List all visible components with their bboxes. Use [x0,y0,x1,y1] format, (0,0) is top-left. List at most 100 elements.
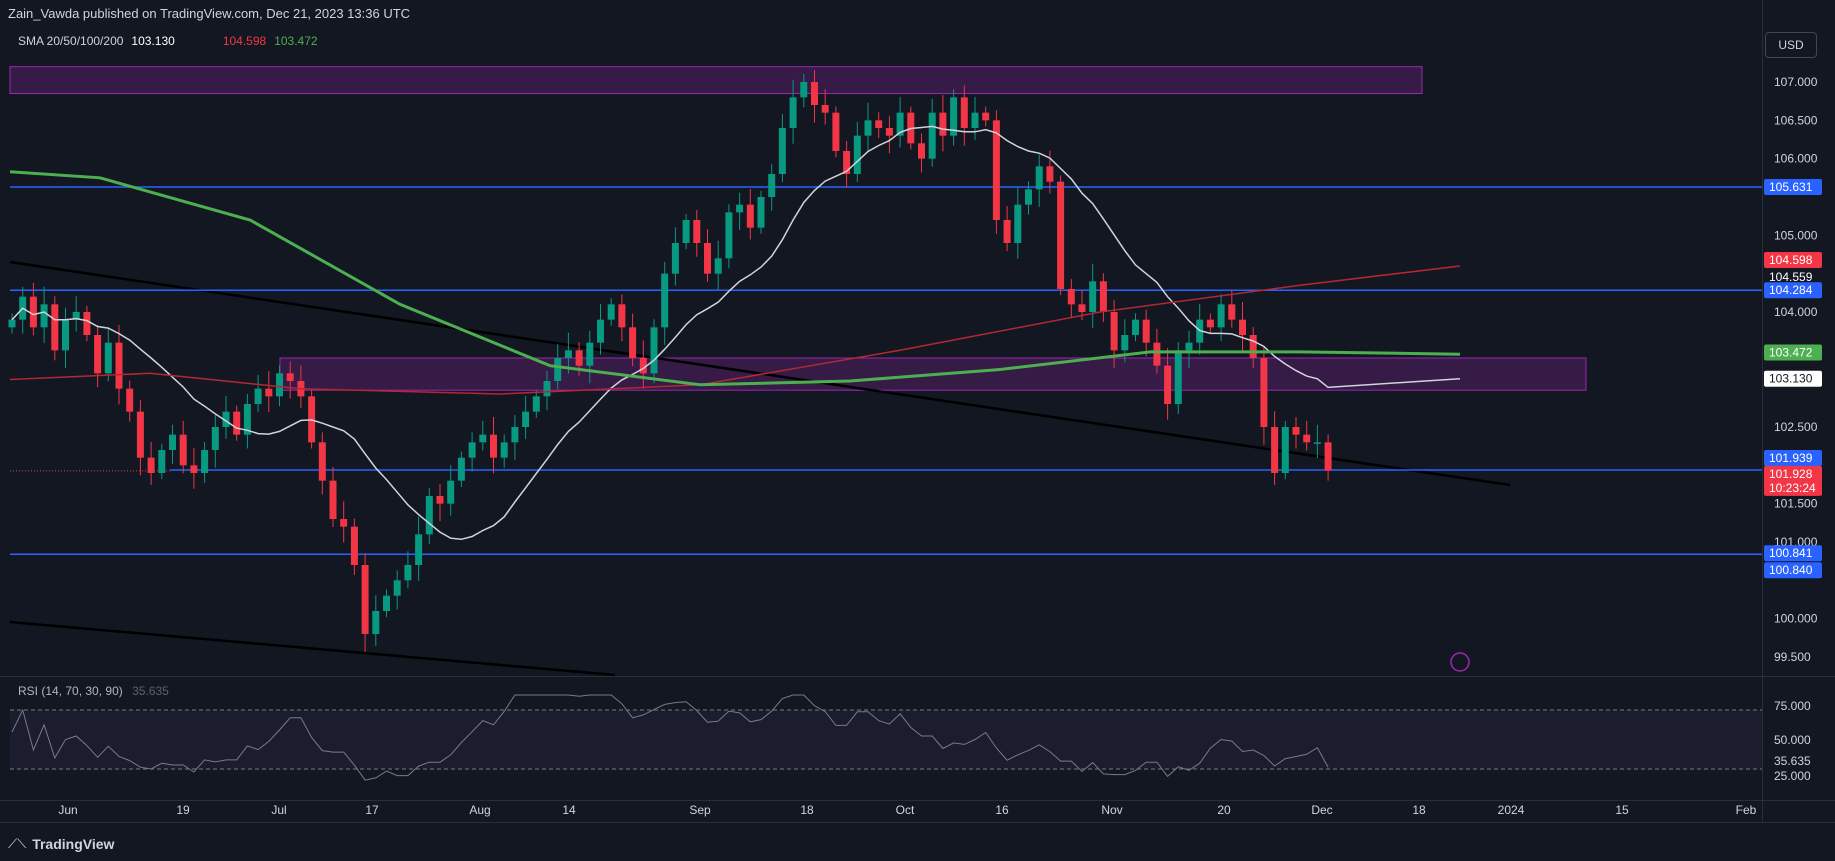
candle-body [853,135,861,174]
candle-body [778,128,786,174]
candle-body [875,120,883,128]
candle-body [982,112,990,121]
time-axis-tick: 18 [1412,803,1426,817]
candle-body [243,404,251,435]
candle-body [1078,304,1086,312]
candle-body [971,112,979,128]
candle-body [329,480,337,519]
price-label-badge [1764,450,1822,467]
candle-body [350,526,358,565]
candle-body [821,105,829,113]
candle-body [1153,342,1161,366]
price-label-text: 100.841 [1769,546,1813,560]
rsi-axis-tick: 35.635 [1774,754,1811,768]
tradingview-footer[interactable]: ⟋⟍ TradingView [8,836,114,852]
candle-body [233,411,241,435]
price-label-badge [1764,269,1822,285]
sma20-line [11,125,1461,541]
candle-body [479,434,487,443]
candle-body [94,335,102,374]
candle-body [928,112,936,159]
candle-body [1132,319,1139,335]
candle-body [1057,181,1065,289]
candle-body [885,128,893,136]
price-label-text: 10:23:24 [1769,481,1816,495]
price-label-badge [1764,465,1822,482]
candle-body [29,296,37,328]
candle-body [918,143,925,159]
candle-body [629,327,637,358]
candle-body [500,442,508,458]
candle-body [361,565,369,634]
candle-body [276,373,283,397]
candle-body [404,565,412,581]
currency-button[interactable]: USD [1765,32,1817,58]
candle-body [843,151,851,174]
candle-body [393,580,401,596]
time-axis-tick: Nov [1101,803,1122,817]
time-axis-tick: Jul [271,803,286,817]
price-axis-tick: 104.000 [1774,305,1818,319]
candle-body [543,381,551,397]
candle-body [1164,365,1172,404]
publisher-header: Zain_Vawda published on TradingView.com,… [8,6,411,21]
candle-body [992,120,1000,220]
candle-body [1185,342,1193,351]
price-axis-tick: 106.500 [1774,113,1818,127]
price-axis-tick: 100.000 [1774,612,1818,626]
price-axis-border [1762,0,1763,822]
candle-body [1003,220,1011,243]
candle-body [1281,427,1289,473]
price-axis-tick: 102.500 [1774,420,1818,434]
candle-body [661,273,669,328]
time-axis-tick: 16 [995,803,1009,817]
candle-body [1313,442,1321,444]
price-label-badge [1764,178,1822,195]
candle-body [511,427,519,443]
candle-body [1292,427,1300,435]
candle-body [126,388,134,412]
candle-body [147,457,155,473]
candle-body [575,350,583,366]
candle-body [1303,434,1311,443]
time-axis-tick: Jun [58,803,77,817]
candle-body [340,519,348,527]
candle-body [190,465,198,473]
price-label-badge [1764,370,1822,387]
price-axis-tick: 101.500 [1774,497,1818,511]
candle-body [960,97,968,128]
time-axis-tick: 2024 [1498,803,1525,817]
alert-icon [1450,652,1470,672]
candle-body [1271,427,1279,473]
price-axis-tick: 106.000 [1774,152,1818,166]
time-axis-tick: Dec [1311,803,1332,817]
candle-body [457,457,465,481]
price-axis-tick: 99.500 [1774,650,1811,664]
candle-body [490,434,497,458]
sma-legend[interactable]: SMA 20/50/100/200 103.130 104.598 103.47… [18,34,318,48]
rsi-axis-tick: 75.000 [1774,699,1811,713]
rsi-band [10,710,1762,769]
rsi-legend[interactable]: RSI (14, 70, 30, 90) 35.635 [18,684,169,698]
candle-body [415,534,423,565]
candle-body [72,312,80,320]
candle-body [1035,166,1043,190]
candle-body [179,434,187,466]
tradingview-logo-icon: ⟋⟍ [8,836,27,851]
candle-body [8,319,16,328]
price-axis-tick: 105.000 [1774,228,1818,242]
candle-body [211,427,219,450]
candle-body [383,595,390,611]
resistance-zone [9,66,1423,94]
price-label-text: 104.598 [1769,253,1813,267]
candle-body [136,411,144,458]
candle-body [725,212,733,259]
candle-body [158,450,166,473]
price-axis-tick: 107.000 [1774,75,1818,89]
candle-body [607,304,615,320]
rsi-params: (14, 70, 30, 90) [41,684,123,698]
footer-border [0,822,1835,823]
trendline-lower [9,620,616,677]
candle-body [618,304,626,328]
